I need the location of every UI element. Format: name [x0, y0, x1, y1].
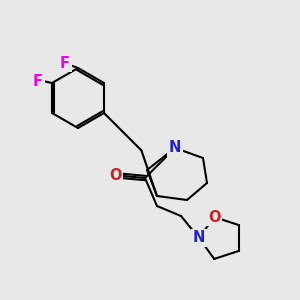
Text: N: N — [193, 230, 205, 245]
Text: O: O — [109, 169, 121, 184]
Text: O: O — [208, 210, 220, 225]
Text: F: F — [60, 56, 70, 70]
Text: N: N — [169, 140, 181, 155]
Text: F: F — [33, 74, 43, 88]
